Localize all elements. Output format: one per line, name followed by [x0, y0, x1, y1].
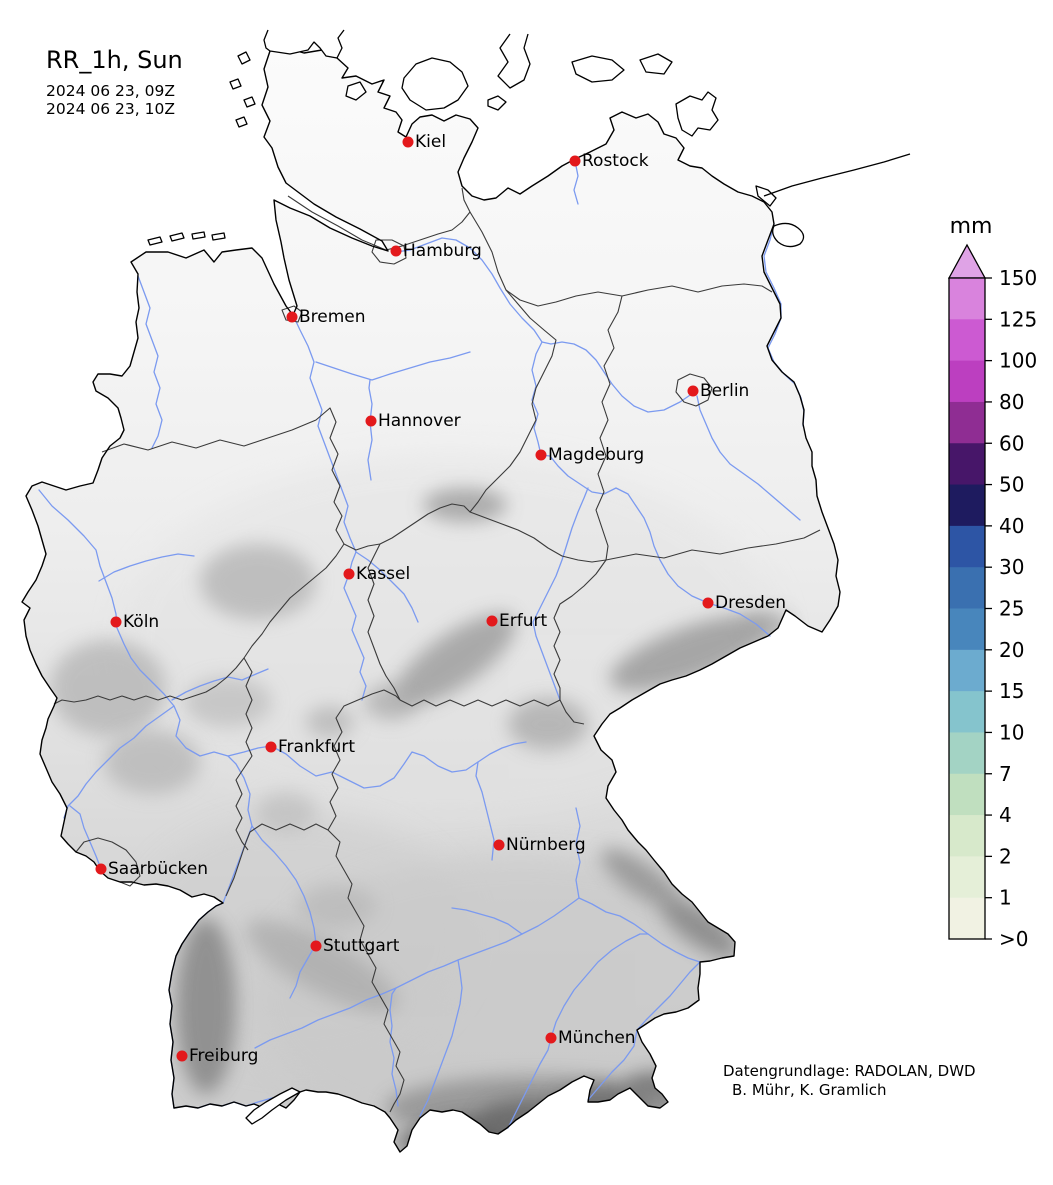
attribution-authors: B. Mühr, K. Gramlich — [732, 1081, 887, 1099]
river-iller — [389, 987, 399, 1107]
als-island — [345, 81, 367, 101]
colorbar-segment — [949, 567, 985, 610]
colorbar-segment — [949, 815, 985, 857]
colorbar-tick-label: 60 — [999, 431, 1024, 455]
river-lahn — [171, 668, 269, 701]
colorbar-tick-label: 40 — [999, 514, 1024, 538]
colorbar-segment — [949, 608, 985, 651]
attribution-source: Datengrundlage: RADOLAN, DWD — [723, 1062, 976, 1080]
colorbar-segment — [949, 401, 985, 444]
lake-constance — [245, 1087, 301, 1125]
figure-title: RR_1h, Sun — [46, 46, 183, 74]
colorbar-tick-label: 2 — [999, 844, 1012, 868]
river-warnow — [573, 160, 579, 205]
colorbar-tick-label: 80 — [999, 390, 1024, 414]
colorbar-segment — [949, 525, 985, 568]
colorbar-tick-label: 150 — [999, 266, 1037, 290]
colorbar-segment — [949, 360, 985, 403]
river-main — [227, 741, 527, 789]
colorbar-tick-label: 25 — [999, 597, 1024, 621]
colorbar-segment — [949, 484, 985, 527]
river-werra — [355, 551, 419, 623]
colorbar-segment — [949, 649, 985, 692]
funen-island — [401, 57, 469, 111]
colorbar-arrow-cap — [947, 243, 987, 279]
river-aller — [315, 351, 471, 381]
colorbar-tick-label: 20 — [999, 638, 1024, 662]
colorbar-segment — [949, 443, 985, 486]
colorbar-unit-label: mm — [950, 214, 993, 239]
usedom-island — [755, 185, 777, 207]
valid-time-start: 2024 06 23, 09Z — [46, 82, 175, 100]
falster-island — [639, 53, 673, 75]
colorbar-segment — [949, 773, 985, 816]
ruegen-island — [675, 91, 719, 137]
river-ruhr — [98, 553, 195, 582]
colorbar-tick-label: 10 — [999, 720, 1024, 744]
colorbar-tick-label: 4 — [999, 803, 1012, 827]
river-saale — [532, 487, 589, 701]
colorbar-segment — [949, 278, 985, 320]
river-mosel — [63, 705, 175, 819]
colorbar-tick-label: 50 — [999, 473, 1024, 497]
colorbar-segment — [949, 897, 985, 940]
szczecin-lagoon — [772, 222, 805, 248]
colorbar-tick-label: 1 — [999, 886, 1012, 910]
attribution: Datengrundlage: RADOLAN, DWD B. Mühr, K.… — [723, 1062, 976, 1100]
zealand-coast — [497, 33, 531, 89]
river-neckar — [251, 825, 317, 999]
colorbar-tick-label: >0 — [999, 927, 1028, 951]
colorbar-segment — [949, 691, 985, 734]
terrain-shading — [50, 455, 792, 1152]
colorbar-segment — [949, 732, 985, 775]
east-frisian-islands — [147, 231, 226, 246]
neighbouring-coastlines — [147, 29, 911, 1125]
valid-time-range: 2024 06 23, 09Z 2024 06 23, 10Z — [46, 82, 183, 118]
colorbar-tick-label: 100 — [999, 349, 1037, 373]
jutland-coast — [263, 29, 345, 59]
fehmarn-island — [487, 95, 507, 111]
river-lech — [419, 959, 463, 1117]
lolland-island — [571, 55, 625, 83]
colorbar-tick-label: 125 — [999, 307, 1037, 331]
river-saar — [69, 805, 102, 870]
river-ems — [137, 275, 163, 449]
river-inn — [587, 961, 701, 1101]
polish-coast — [763, 153, 911, 197]
river-isar — [507, 933, 649, 1129]
colorbar-segment — [949, 319, 985, 362]
river-danube — [254, 897, 701, 1049]
colorbar-segment — [949, 856, 985, 899]
colorbar-tick-label: 30 — [999, 555, 1024, 579]
title-block: RR_1h, Sun 2024 06 23, 09Z 2024 06 23, 1… — [46, 46, 183, 118]
north-frisian-islands — [229, 51, 256, 128]
river-weser — [292, 314, 357, 553]
river-naab — [575, 807, 581, 899]
river-altmuehl — [451, 907, 523, 935]
valid-time-end: 2024 06 23, 10Z — [46, 100, 175, 118]
colorbar-tick-label: 15 — [999, 679, 1024, 703]
precipitation-colorbar: mm 150 125 100 80 60 50 40 30 25 20 15 10 7 4 2 1 >0 — [947, 214, 1037, 951]
state-borders — [53, 187, 821, 1113]
colorbar-tick-label: 7 — [999, 762, 1012, 786]
river-spree — [696, 395, 801, 521]
